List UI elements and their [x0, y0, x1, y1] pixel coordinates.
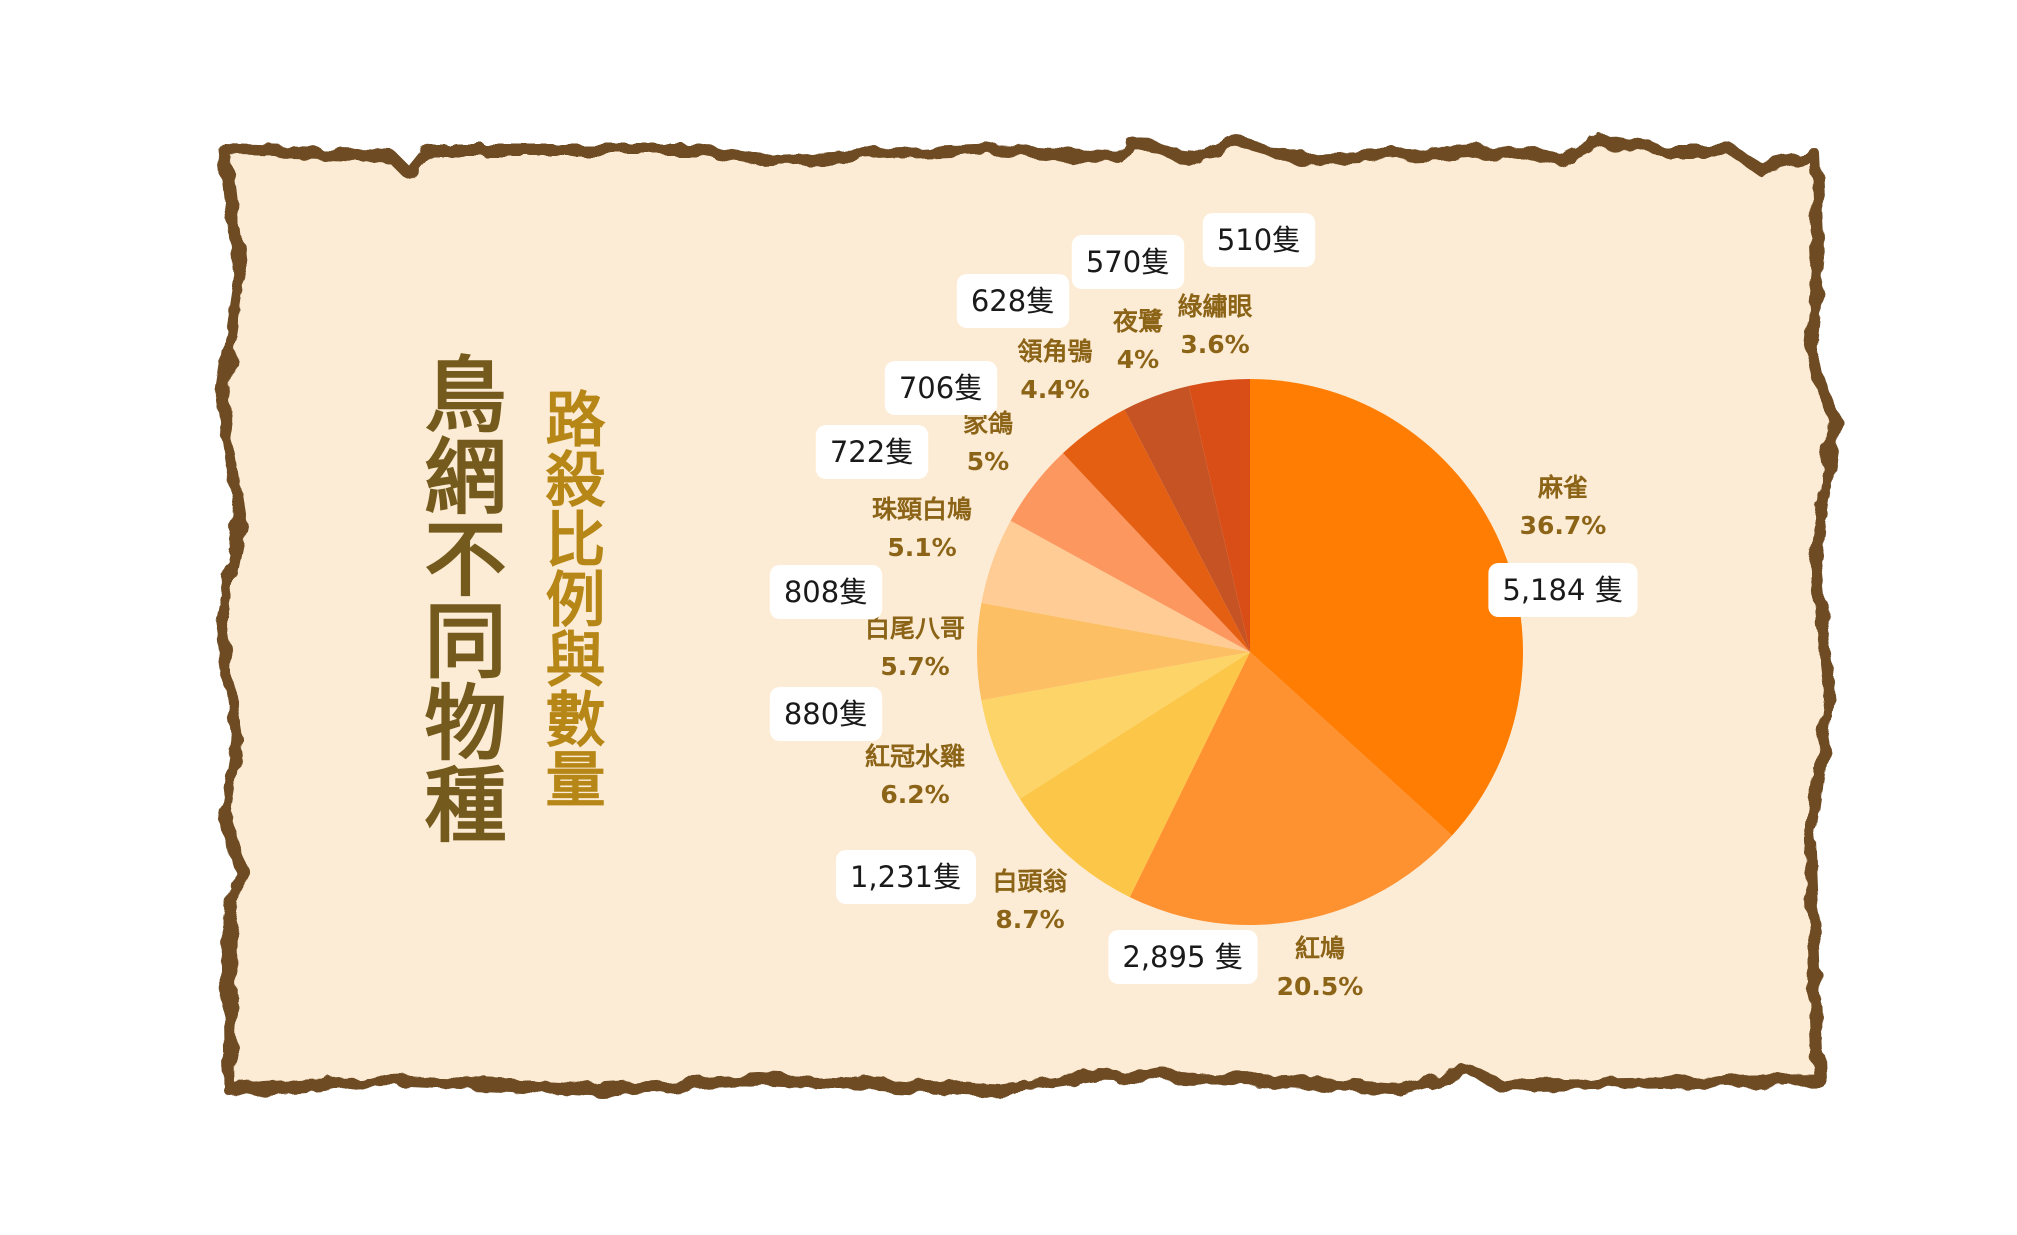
count-badge-bg: [835, 850, 977, 904]
count-badge: 722隻: [815, 425, 929, 479]
slice-percent-label: 4%: [1117, 345, 1159, 374]
count-badge: 5,184 隻: [1488, 563, 1638, 617]
slice-name-label: 白頭翁: [992, 867, 1067, 896]
count-badge-bg: [1202, 213, 1316, 267]
count-badge-bg: [769, 565, 883, 619]
count-badge-bg: [884, 361, 998, 415]
slice-name-label: 夜鷺: [1112, 307, 1164, 336]
count-label: 5,184 隻: [1502, 573, 1623, 607]
count-label: 628隻: [971, 284, 1055, 318]
slice-percent-label: 5.1%: [887, 533, 956, 562]
pie-slice: [981, 652, 1250, 799]
count-badge: 880隻: [769, 687, 883, 741]
slice-name-label: 紅鳩: [1295, 934, 1345, 963]
chart-title: 鳥網不同物種: [410, 352, 505, 844]
count-badge: 570隻: [1071, 235, 1185, 289]
count-badge: 1,231隻: [835, 850, 977, 904]
pie-slice: [1062, 409, 1250, 652]
count-badge: 2,895 隻: [1108, 930, 1258, 984]
pie-slice: [1124, 385, 1250, 652]
slice-name-label: 白尾八哥: [865, 614, 965, 643]
count-badge: 628隻: [956, 274, 1070, 328]
slice-name-label: 珠頸白鳩: [872, 495, 972, 524]
count-label: 808隻: [784, 575, 868, 609]
pie-slice: [1019, 652, 1250, 898]
pie-slice: [981, 520, 1250, 652]
slice-percent-label: 5%: [967, 447, 1009, 476]
slice-percent-label: 6.2%: [880, 780, 949, 809]
count-badge-bg: [815, 425, 929, 479]
count-label: 570隻: [1086, 245, 1170, 279]
slice-percent-label: 36.7%: [1520, 511, 1607, 540]
slice-percent-label: 3.6%: [1180, 330, 1249, 359]
slice-name-label: 綠繡眼: [1177, 292, 1252, 321]
pie-slice: [1129, 652, 1453, 926]
count-label: 880隻: [784, 697, 868, 731]
pie-slice: [1010, 453, 1250, 652]
slice-name-label: 領角鴞: [1017, 337, 1092, 366]
slice-percent-label: 20.5%: [1277, 972, 1364, 1001]
chart-subtitle: 路殺比例與數量: [535, 388, 605, 808]
slice-name-label: 紅冠水雞: [865, 742, 965, 771]
count-badge-bg: [1488, 563, 1638, 617]
count-badge: 510隻: [1202, 213, 1316, 267]
slice-name-label: 麻雀: [1537, 473, 1588, 502]
count-label: 706隻: [899, 371, 983, 405]
count-label: 1,231隻: [850, 860, 962, 894]
count-badge: 706隻: [884, 361, 998, 415]
slice-percent-label: 8.7%: [995, 905, 1064, 934]
count-badge-bg: [956, 274, 1070, 328]
count-label: 2,895 隻: [1122, 940, 1243, 974]
count-label: 722隻: [830, 435, 914, 469]
count-badge-bg: [1108, 930, 1258, 984]
pie-slice: [977, 602, 1250, 701]
pie-slice: [1250, 379, 1523, 836]
count-badge-bg: [769, 687, 883, 741]
count-label: 510隻: [1217, 223, 1301, 257]
slice-percent-label: 4.4%: [1020, 375, 1089, 404]
slice-percent-label: 5.7%: [880, 652, 949, 681]
count-badge: 808隻: [769, 565, 883, 619]
pie-slice: [1188, 379, 1250, 652]
count-badge-bg: [1071, 235, 1185, 289]
